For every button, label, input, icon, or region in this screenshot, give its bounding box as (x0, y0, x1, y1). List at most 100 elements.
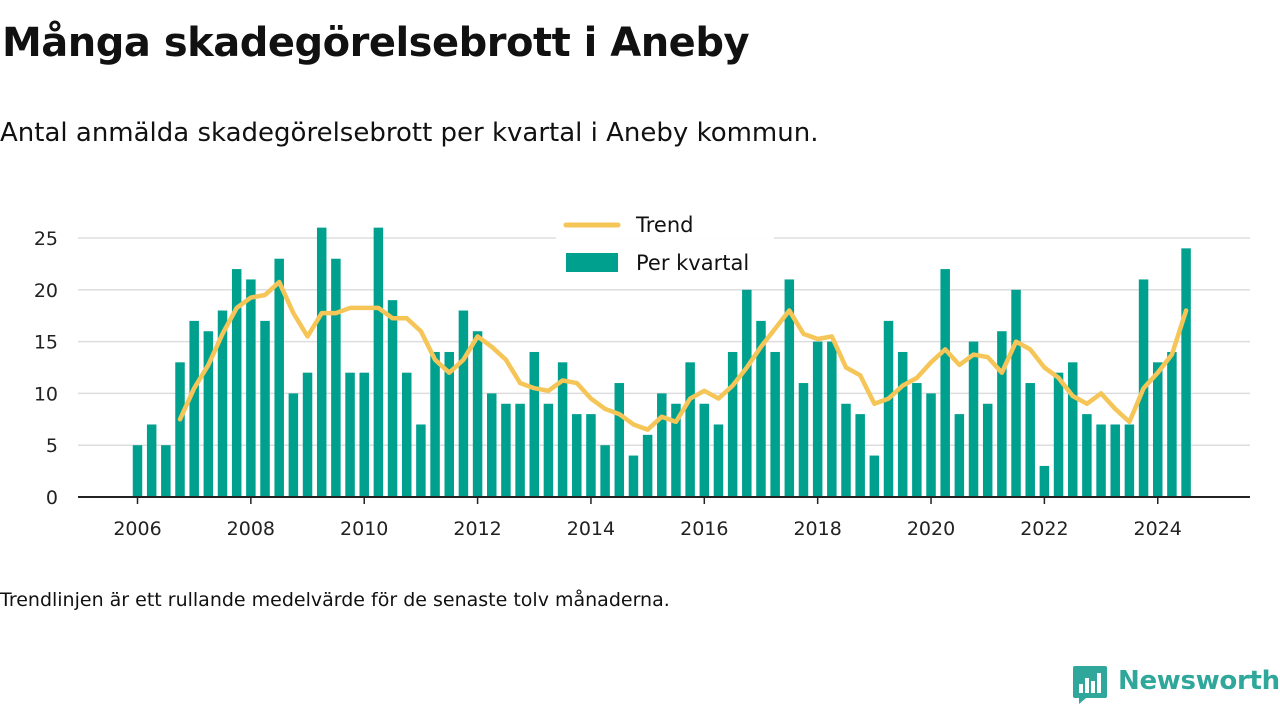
bar (288, 393, 299, 497)
bar (217, 310, 228, 497)
bar (1039, 465, 1050, 497)
x-tick-label: 2010 (340, 518, 388, 540)
bar (331, 258, 341, 497)
bar (883, 320, 894, 497)
footnote: Trendlinjen är ett rullande medelvärde f… (0, 589, 670, 611)
bar (359, 372, 369, 497)
bar (472, 331, 483, 497)
bar (231, 269, 242, 497)
bar (387, 300, 398, 497)
trend-series (177, 279, 1189, 432)
bar (940, 269, 950, 497)
bar (926, 393, 936, 497)
y-tick-label: 10 (34, 383, 58, 405)
bar (175, 362, 185, 497)
y-tick-label: 25 (34, 228, 58, 250)
bar (912, 383, 922, 497)
y-tick-label: 20 (34, 280, 58, 302)
x-tick-label: 2018 (793, 518, 841, 540)
x-tick-label: 2024 (1134, 518, 1182, 540)
bar (713, 424, 724, 497)
bar (146, 424, 157, 497)
bar (1053, 372, 1064, 497)
bar (260, 320, 270, 497)
bar (1124, 424, 1135, 497)
bar (557, 362, 568, 497)
bar (132, 445, 143, 497)
bar (316, 227, 327, 497)
bar (756, 320, 766, 497)
bar (784, 279, 795, 497)
x-tick-label: 2022 (1020, 518, 1068, 540)
bar (982, 403, 993, 497)
y-axis: 0 5 10 15 20 25 (34, 228, 58, 509)
y-tick-label: 0 (46, 487, 58, 509)
newsworthy-logo-icon (1073, 666, 1107, 704)
bar (699, 403, 710, 497)
trend-line (177, 279, 1189, 432)
bar (1110, 424, 1120, 497)
bar (742, 289, 752, 497)
legend: Trend Per kvartal (556, 206, 774, 284)
legend-trend-label: Trend (635, 213, 693, 237)
bar (642, 434, 653, 497)
bar (189, 320, 199, 497)
bar (302, 372, 313, 497)
bar (1025, 383, 1035, 497)
bar (685, 362, 695, 497)
bar (841, 403, 851, 497)
bar (1011, 289, 1021, 497)
bar (430, 351, 440, 497)
x-tick-label: 2012 (453, 518, 501, 540)
bar (812, 341, 823, 497)
chart-title: Många skadegörelsebrott i Aneby (2, 20, 750, 66)
bar (515, 403, 525, 497)
legend-bar-swatch (566, 253, 618, 272)
y-tick-label: 15 (34, 332, 58, 354)
bar (827, 341, 837, 497)
bar (501, 403, 511, 497)
bar (1181, 248, 1191, 497)
bar (586, 414, 596, 497)
bar (416, 424, 426, 497)
bar (1067, 362, 1078, 497)
bar (529, 351, 540, 497)
x-tick-label: 2016 (680, 518, 728, 540)
chart-subtitle: Antal anmälda skadegörelsebrott per kvar… (0, 118, 819, 148)
bar (345, 372, 355, 497)
bar (997, 331, 1007, 497)
bar (1096, 424, 1106, 497)
bar (1082, 414, 1092, 497)
bar (798, 383, 809, 497)
bar (401, 372, 412, 497)
bar (274, 258, 284, 497)
bar (487, 393, 497, 497)
bar (954, 414, 965, 497)
bar (203, 331, 214, 497)
bar (1167, 351, 1177, 497)
bar (543, 403, 554, 497)
bar (1152, 362, 1163, 497)
bar (161, 445, 171, 497)
bar (869, 455, 880, 497)
bar (968, 341, 979, 497)
brand-name: Newsworthy (1118, 666, 1280, 696)
x-axis: 2006 2008 2010 2012 2014 2016 2018 2020 2022 2024 (78, 496, 1250, 540)
bar (444, 351, 454, 497)
bar (855, 414, 865, 497)
brand-logo: Newsworthy (1072, 664, 1280, 708)
bar (671, 403, 681, 497)
x-tick-label: 2006 (113, 518, 161, 540)
x-tick-label: 2008 (227, 518, 275, 540)
bar (458, 310, 469, 497)
bar (572, 414, 582, 497)
bar-series (132, 227, 1191, 497)
legend-bar-label: Per kvartal (636, 251, 749, 275)
bar (373, 227, 384, 497)
bar (600, 445, 610, 497)
bar (246, 279, 256, 497)
y-tick-label: 5 (46, 435, 58, 457)
bar (614, 383, 625, 497)
bar (628, 455, 639, 497)
